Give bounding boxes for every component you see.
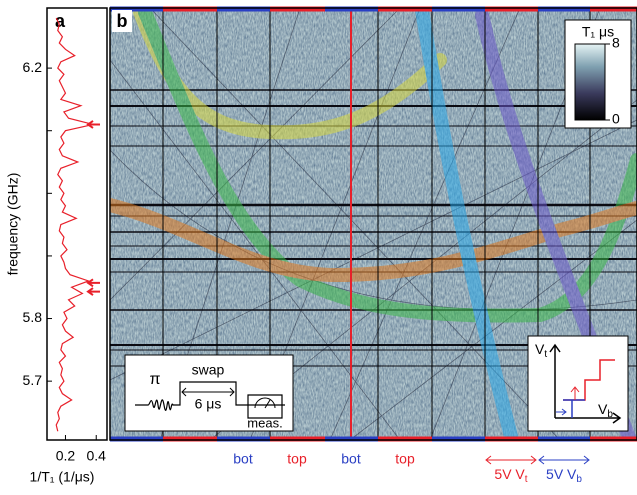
sweep-label: bot [341, 451, 361, 467]
sweep-label: top [287, 451, 307, 467]
pulse-label: swap [192, 362, 225, 378]
colorbar-tick-label: 0 [612, 111, 620, 127]
heatmap [110, 8, 637, 440]
sweep-label: 5V Vt [494, 466, 527, 485]
voltage-inset: Vt Vb [527, 335, 629, 432]
panel-label: a [55, 11, 66, 31]
pulse-label: meas. [247, 415, 282, 430]
panel-label: b [117, 11, 128, 31]
pulse-inset: π swap 6 μs meas. [124, 354, 294, 432]
colorbar-tick-label: 8 [612, 35, 620, 51]
colorbar-title: T₁ μs [582, 24, 614, 40]
colorbar: T₁ μs [564, 19, 632, 129]
colorbar-scale [574, 43, 606, 121]
sweep-label: bot [233, 451, 253, 467]
pulse-label: 6 μs [195, 396, 222, 412]
x-tick-label: 0.4 [86, 448, 106, 464]
sweep-label: 5V Vb [546, 466, 582, 485]
x-axis-label: 1/T₁ (1/μs) [30, 469, 95, 485]
y-tick-label: 6.2 [23, 59, 43, 75]
arrow [86, 287, 100, 296]
y-tick-label: 5.8 [23, 309, 43, 325]
y-tick-label: 5.7 [23, 372, 43, 388]
arrow [86, 120, 100, 129]
axis-label: Vb [598, 401, 613, 420]
x-tick-label: 0.2 [56, 448, 76, 464]
panel-a-frame [46, 7, 108, 441]
sweep-bars [110, 6, 637, 442]
trace [55, 17, 94, 432]
arrow [86, 278, 100, 288]
axis-label: Vt [535, 341, 547, 360]
sweep-label: top [395, 451, 415, 467]
pulse-label: π [149, 371, 160, 388]
y-axis-label: frequency (GHz) [5, 173, 21, 276]
